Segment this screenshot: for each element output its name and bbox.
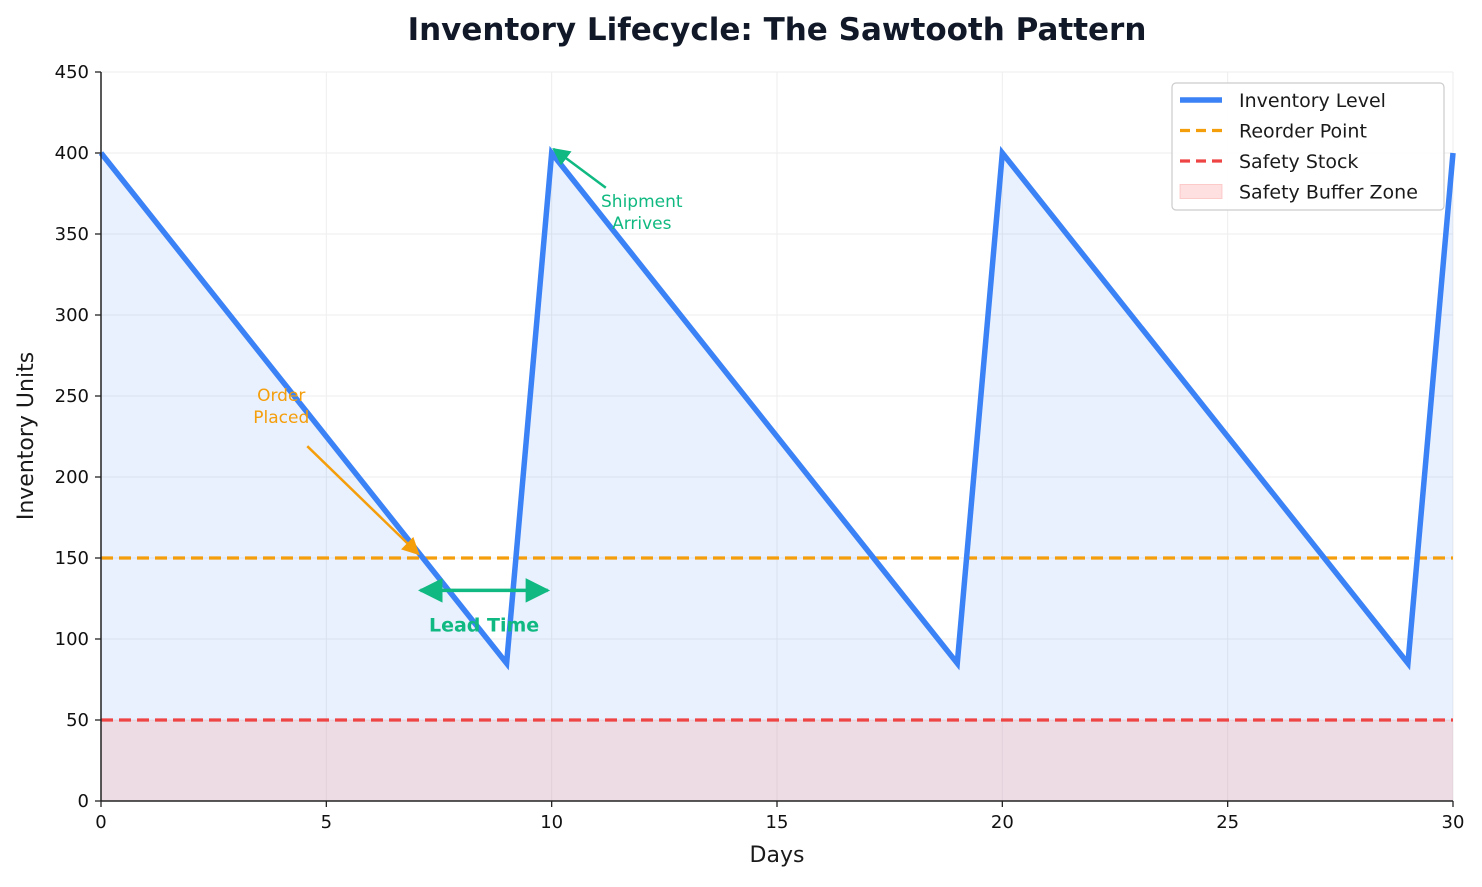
y-tick-label: 250 [55, 386, 89, 407]
inventory-level-line [98, 145, 1456, 671]
legend-label: Inventory Level [1239, 90, 1386, 112]
lead-time-label: Lead Time [429, 614, 539, 636]
x-tick-label: 20 [991, 812, 1014, 833]
legend-swatch [1179, 184, 1223, 199]
annotation-text: Shipment [601, 192, 683, 212]
safety-buffer-zone [101, 720, 1453, 801]
x-tick-label: 25 [1216, 812, 1239, 833]
x-tick-label: 5 [321, 812, 332, 833]
x-tick-label: 15 [766, 812, 789, 833]
annotation-text: Order [257, 386, 305, 406]
x-axis-label: Days [750, 843, 805, 868]
legend-label: Reorder Point [1239, 121, 1367, 143]
annotation-arrow [306, 445, 420, 556]
y-tick-label: 400 [55, 143, 89, 164]
legend: Inventory Level Reorder Point Safety Stock… [1171, 82, 1445, 211]
inventory-area-fill [101, 153, 1453, 801]
legend-box [1171, 82, 1445, 211]
annotation-arrow [552, 147, 607, 189]
chart-title: Inventory Lifecycle: The Sawtooth Patter… [408, 12, 1147, 48]
annotation-text: Placed [253, 408, 309, 428]
y-tick-label: 0 [78, 791, 89, 812]
y-tick-label: 450 [55, 62, 89, 83]
y-tick-label: 350 [55, 224, 89, 245]
y-axis-label: Inventory Units [14, 352, 39, 520]
y-tick-label: 200 [55, 467, 89, 488]
y-tick-label: 300 [55, 305, 89, 326]
x-tick-label: 10 [540, 812, 563, 833]
x-tick-label: 30 [1442, 812, 1465, 833]
y-tick-label: 100 [55, 629, 89, 650]
legend-label: Safety Stock [1239, 151, 1358, 173]
legend-label: Safety Buffer Zone [1239, 182, 1418, 204]
x-tick-label: 0 [95, 812, 106, 833]
y-tick-label: 50 [66, 710, 89, 731]
annotation-text: Arrives [612, 214, 672, 234]
y-tick-label: 150 [55, 548, 89, 569]
